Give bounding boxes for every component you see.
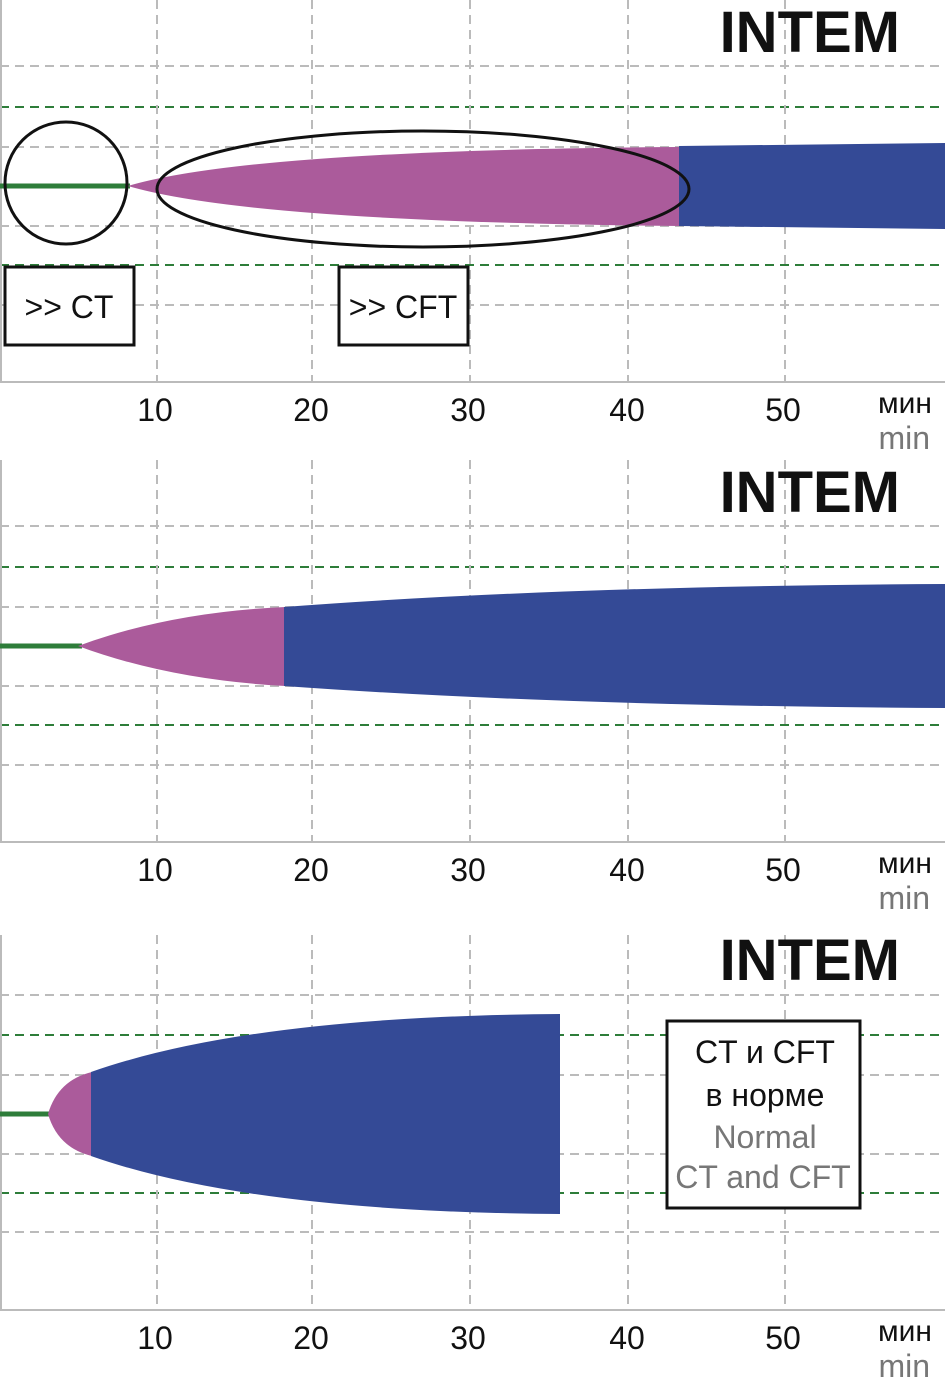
ct-phase-area xyxy=(78,607,285,686)
x-tick-label: 50 xyxy=(765,392,801,428)
cft-phase-area xyxy=(679,143,945,229)
x-tick-label: 50 xyxy=(765,852,801,888)
cft-phase-area xyxy=(284,584,945,708)
cft-highlight-ellipse xyxy=(155,129,691,249)
chart-panel-1: >> CT >> CFT INTEM 10 20 30 40 50 мин mi… xyxy=(0,0,945,456)
gridlines xyxy=(0,0,945,382)
cft-phase-area xyxy=(91,1014,560,1214)
x-tick-label: 20 xyxy=(293,1320,329,1356)
cft-label: >> CFT xyxy=(349,289,457,325)
x-tick-label: 20 xyxy=(293,392,329,428)
normal-note-line-4: CT and CFT xyxy=(675,1159,850,1195)
ct-phase-area xyxy=(128,147,680,226)
x-tick-labels: 10 20 30 40 50 xyxy=(137,1320,801,1356)
x-tick-labels: 10 20 30 40 50 xyxy=(137,852,801,888)
cft-label-box xyxy=(337,265,470,347)
ct-label: >> CT xyxy=(25,289,114,325)
x-tick-label: 20 xyxy=(293,852,329,888)
ct-label-box xyxy=(3,265,136,347)
normal-note-line-2: в норме xyxy=(706,1077,825,1113)
chart-title: INTEM xyxy=(720,0,900,65)
normal-note-line-3: Normal xyxy=(713,1119,816,1155)
chart-title: INTEM xyxy=(720,460,900,525)
chart-title: INTEM xyxy=(720,928,900,993)
x-tick-label: 40 xyxy=(609,852,645,888)
x-tick-label: 40 xyxy=(609,392,645,428)
chart-panel-3: CT и CFT в норме Normal CT and CFT INTEM… xyxy=(0,928,945,1384)
x-tick-label: 30 xyxy=(450,392,486,428)
x-unit-en: min xyxy=(878,420,930,456)
x-tick-label: 30 xyxy=(450,1320,486,1356)
x-unit-en: min xyxy=(878,880,930,916)
x-tick-label: 10 xyxy=(137,392,173,428)
normal-note-line-1: CT и CFT xyxy=(695,1034,835,1070)
x-tick-label: 30 xyxy=(450,852,486,888)
x-tick-label: 10 xyxy=(137,1320,173,1356)
normal-note-box xyxy=(665,1019,862,1210)
ct-phase-area xyxy=(48,1072,92,1156)
x-unit-ru: мин xyxy=(878,847,932,880)
x-tick-label: 40 xyxy=(609,1320,645,1356)
chart-panel-2: INTEM 10 20 30 40 50 мин min xyxy=(0,460,945,916)
x-unit-ru: мин xyxy=(878,1315,932,1348)
x-tick-label: 10 xyxy=(137,852,173,888)
x-tick-labels: 10 20 30 40 50 xyxy=(137,392,801,428)
x-unit-en: min xyxy=(878,1348,930,1384)
x-unit-ru: мин xyxy=(878,387,932,420)
ct-highlight-circle xyxy=(3,120,129,246)
x-tick-label: 50 xyxy=(765,1320,801,1356)
